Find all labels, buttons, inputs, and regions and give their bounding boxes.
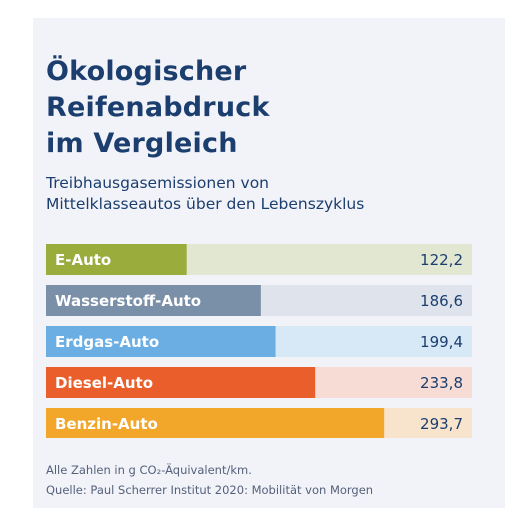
bar-e-auto xyxy=(46,244,187,275)
bar-label-erdgas-auto: Erdgas-Auto xyxy=(55,333,159,351)
bar-erdgas-auto xyxy=(46,326,276,357)
bar-row-erdgas-auto: Erdgas-Auto 199,4 xyxy=(46,326,472,357)
bar-row-benzin-auto: Benzin-Auto 293,7 xyxy=(46,408,472,438)
units-note: Alle Zahlen in g CO₂-Äquivalent/km. xyxy=(46,463,252,477)
bar-value-e-auto: 122,2 xyxy=(420,251,463,269)
bar-value-diesel-auto: 233,8 xyxy=(420,374,463,392)
title-line-1: Ökologischer xyxy=(46,56,247,87)
title-line-3: im Vergleich xyxy=(46,128,238,159)
subtitle-line-2: Mittelklasseautos über den Lebenszyklus xyxy=(46,195,365,213)
title-line-2: Reifenabdruck xyxy=(46,92,270,123)
bar-row-wasserstoff-auto: Wasserstoff-Auto 186,6 xyxy=(46,285,472,316)
chart-subtitle: Treibhausgasemissionen von Mittelklassea… xyxy=(46,173,364,215)
bar-label-wasserstoff-auto: Wasserstoff-Auto xyxy=(55,292,201,310)
bar-value-benzin-auto: 293,7 xyxy=(420,415,463,433)
bar-label-e-auto: E-Auto xyxy=(55,251,111,269)
bar-value-erdgas-auto: 199,4 xyxy=(420,333,463,351)
bar-row-diesel-auto: Diesel-Auto 233,8 xyxy=(46,367,472,398)
bar-benzin-auto xyxy=(46,408,385,438)
bar-value-wasserstoff-auto: 186,6 xyxy=(420,292,463,310)
bar-label-diesel-auto: Diesel-Auto xyxy=(55,374,153,392)
subtitle-line-1: Treibhausgasemissionen von xyxy=(46,174,270,192)
chart-title: Ökologischer Reifenabdruck im Vergleich xyxy=(46,54,270,162)
footnote: Alle Zahlen in g CO₂-Äquivalent/km. Quel… xyxy=(46,460,373,500)
bar-wasserstoff-auto xyxy=(46,285,261,316)
bar-row-e-auto: E-Auto 122,2 xyxy=(46,244,472,275)
source-note: Quelle: Paul Scherrer Institut 2020: Mob… xyxy=(46,483,374,497)
bar-diesel-auto xyxy=(46,367,316,398)
bar-label-benzin-auto: Benzin-Auto xyxy=(55,415,158,433)
bar-chart: E-Auto 122,2 Wasserstoff-Auto 186,6 Erdgas-A… xyxy=(46,244,472,438)
